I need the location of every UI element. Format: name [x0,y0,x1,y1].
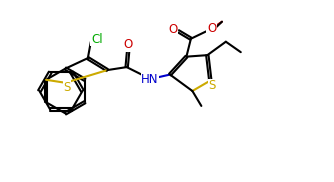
Text: O: O [168,23,178,36]
Text: HN: HN [141,73,159,86]
Text: O: O [124,38,133,51]
Text: S: S [63,81,70,94]
Text: Cl: Cl [91,33,103,46]
Text: S: S [208,79,215,92]
Text: O: O [207,22,216,35]
